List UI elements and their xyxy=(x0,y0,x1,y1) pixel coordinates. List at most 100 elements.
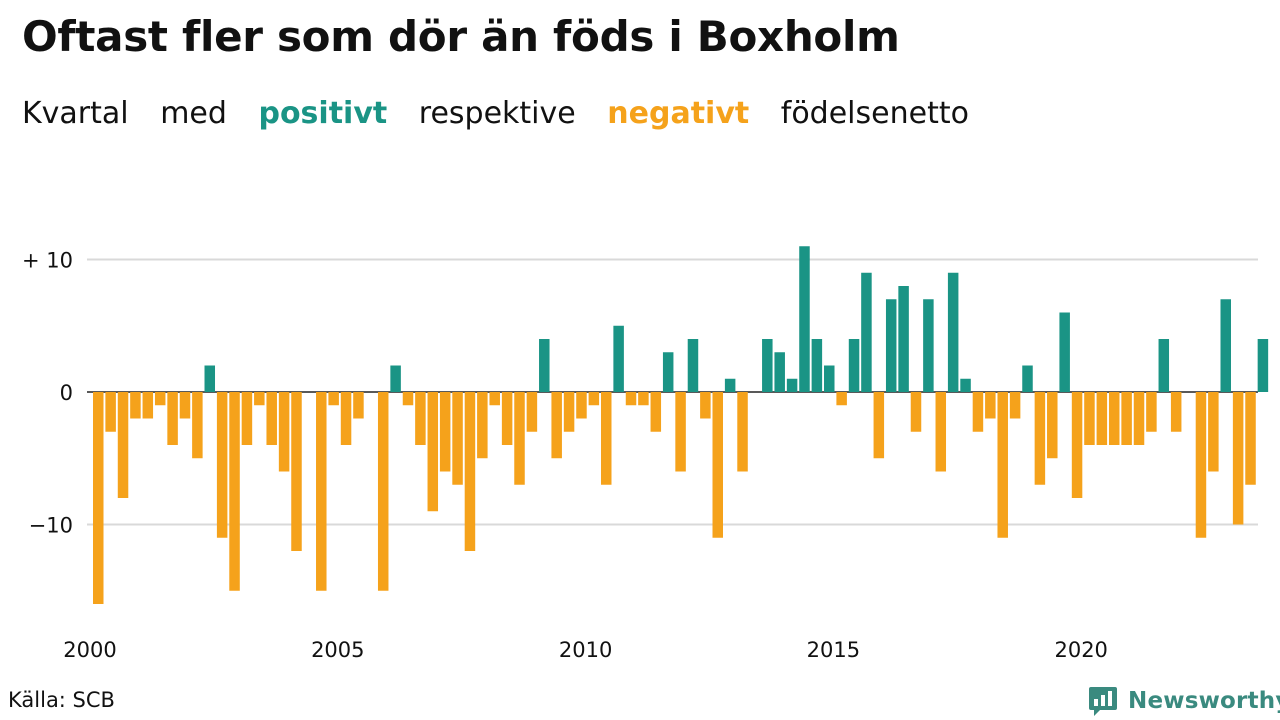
bar xyxy=(873,392,885,459)
bar xyxy=(662,352,674,392)
bar xyxy=(427,392,439,512)
subtitle-respektive: respektive xyxy=(418,96,576,131)
bar xyxy=(464,392,476,551)
bar xyxy=(353,392,364,419)
bar xyxy=(278,392,290,472)
bar xyxy=(452,392,463,485)
bar xyxy=(638,392,649,406)
bar xyxy=(625,392,637,406)
bar xyxy=(898,286,909,392)
bar xyxy=(824,365,835,392)
bar xyxy=(972,392,984,432)
newsworthy-logo-text: Newsworthy xyxy=(1128,688,1280,714)
bar xyxy=(377,392,389,591)
bar xyxy=(117,392,129,498)
bar xyxy=(885,299,897,392)
y-tick-label: −10 xyxy=(29,514,73,538)
bar xyxy=(204,365,216,392)
bar xyxy=(650,392,662,432)
bar xyxy=(551,392,562,459)
y-tick-label: + 10 xyxy=(22,249,73,273)
bar xyxy=(1208,392,1219,472)
newsworthy-logo: Newsworthy xyxy=(1088,684,1280,718)
y-tick-label: 0 xyxy=(60,381,73,405)
bar xyxy=(588,392,600,406)
bar xyxy=(1096,392,1108,445)
bar xyxy=(291,392,302,551)
newsworthy-logo-icon xyxy=(1089,687,1117,716)
bar xyxy=(960,378,971,392)
subtitle-kvartal: Kvartal xyxy=(22,96,129,131)
bar xyxy=(861,272,872,392)
bar xyxy=(514,392,525,485)
bar xyxy=(266,392,277,445)
bar xyxy=(142,392,154,419)
bar xyxy=(712,392,723,538)
chart-title: Oftast fler som dör än föds i Boxholm xyxy=(22,12,900,61)
bar xyxy=(154,392,166,406)
bar xyxy=(947,272,959,392)
bar xyxy=(923,299,934,392)
x-tick-label: 2000 xyxy=(63,638,116,662)
bar xyxy=(1146,392,1157,432)
subtitle-positive-legend: positivt xyxy=(258,96,388,131)
bar xyxy=(700,392,711,419)
x-tick-label: 2010 xyxy=(559,638,612,662)
bar xyxy=(105,392,116,432)
bar xyxy=(216,392,228,538)
subtitle-fodelsenetto: födelsenetto xyxy=(780,96,969,131)
bar xyxy=(489,392,500,406)
bar xyxy=(340,392,352,445)
bar xyxy=(316,392,327,591)
bar xyxy=(93,392,104,604)
bar xyxy=(811,339,823,392)
bar xyxy=(848,339,860,392)
bar xyxy=(1133,392,1145,445)
bar xyxy=(1108,392,1120,445)
bar xyxy=(1257,339,1269,392)
bar xyxy=(786,378,798,392)
bar xyxy=(1220,299,1231,392)
bar xyxy=(799,246,810,392)
bar xyxy=(501,392,513,445)
bar xyxy=(477,392,488,459)
bar xyxy=(1022,365,1033,392)
bar xyxy=(737,392,748,472)
bar xyxy=(1158,339,1170,392)
bar xyxy=(613,325,624,392)
bar xyxy=(836,392,847,406)
bar xyxy=(192,392,203,459)
bar xyxy=(675,392,686,472)
chart-subtitle: Kvartal med positivt respektive negativt… xyxy=(22,96,991,131)
bar xyxy=(415,392,426,445)
bar xyxy=(762,339,773,392)
bar xyxy=(935,392,947,472)
bar xyxy=(1084,392,1095,445)
bar xyxy=(687,339,699,392)
source-label: Källa: SCB xyxy=(8,688,115,712)
bar xyxy=(241,392,253,445)
bar xyxy=(985,392,996,419)
bar xyxy=(229,392,240,591)
bar xyxy=(130,392,141,419)
bar xyxy=(1245,392,1256,485)
bar xyxy=(328,392,339,406)
bar xyxy=(402,392,414,406)
bar xyxy=(997,392,1008,538)
bar xyxy=(1034,392,1046,485)
bar xyxy=(910,392,922,432)
bar xyxy=(167,392,178,445)
bar xyxy=(576,392,587,419)
bar xyxy=(179,392,191,419)
bar xyxy=(1121,392,1132,445)
bar xyxy=(439,392,451,472)
bar xyxy=(254,392,265,406)
bar xyxy=(774,352,785,392)
bar xyxy=(1195,392,1207,538)
bar xyxy=(390,365,401,392)
bar xyxy=(1071,392,1083,498)
x-tick-label: 2015 xyxy=(807,638,860,662)
bar xyxy=(526,392,538,432)
bar xyxy=(1232,392,1244,525)
x-tick-label: 2005 xyxy=(311,638,364,662)
